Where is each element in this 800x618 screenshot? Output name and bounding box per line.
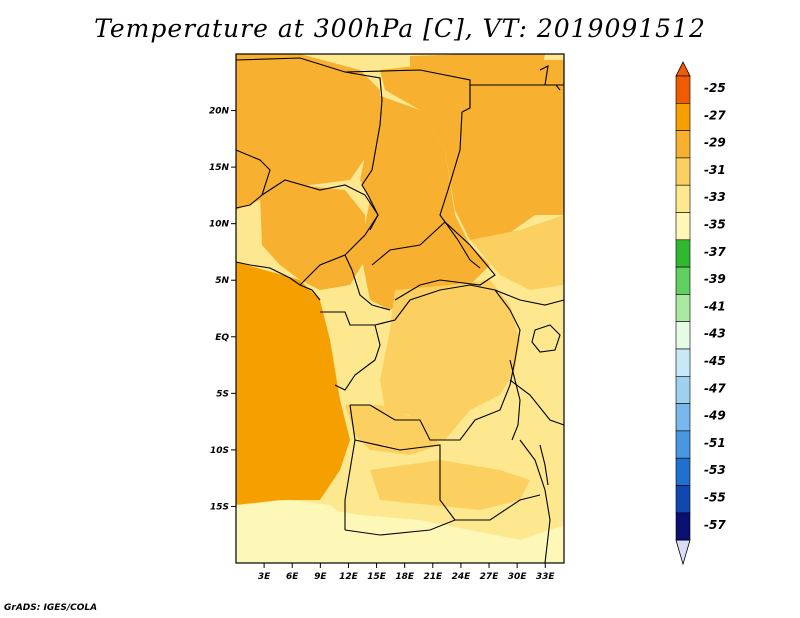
pale-region-east bbox=[470, 215, 564, 290]
colorbar-swatch bbox=[675, 294, 691, 322]
colorbar-label: -53 bbox=[704, 463, 726, 477]
warm-region-central bbox=[360, 95, 490, 310]
colorbar-label: -27 bbox=[704, 108, 726, 122]
colorbar-swatch bbox=[675, 321, 691, 350]
y-tick-label: EQ bbox=[215, 333, 229, 343]
warmest-region-north bbox=[410, 54, 545, 95]
y-tick-label: 15S bbox=[210, 502, 229, 512]
map-panel bbox=[235, 53, 565, 564]
colorbar-swatch bbox=[675, 103, 691, 131]
colorbar-label: -43 bbox=[704, 327, 726, 341]
colorbar-swatch bbox=[675, 184, 691, 213]
border-libya-chad bbox=[344, 69, 471, 113]
x-tick-label: 21E bbox=[423, 572, 443, 582]
colorbar-swatch bbox=[675, 375, 691, 404]
x-tick-label: 24E bbox=[452, 572, 472, 582]
colorbar-label: -51 bbox=[704, 436, 726, 450]
border-egypt-sudan bbox=[469, 84, 564, 108]
warm-region-north-east bbox=[380, 60, 564, 240]
colorbar-label: -31 bbox=[704, 163, 726, 177]
y-tick-label: 10S bbox=[210, 446, 229, 456]
colorbar-swatch bbox=[675, 239, 691, 268]
x-tick-label: 27E bbox=[480, 572, 500, 582]
y-tick-label: 15N bbox=[209, 163, 230, 173]
colorbar-swatch bbox=[675, 157, 691, 186]
border-gabon-congo bbox=[320, 311, 381, 391]
border-nigeria bbox=[261, 179, 379, 286]
colorbar: -25 -27 -29 -31 -33 -35 -37 -39 -41 -43 -45 -47 -49 -… bbox=[675, 61, 726, 566]
colorbar-label: -41 bbox=[704, 299, 726, 313]
mid-region-ocean bbox=[236, 262, 350, 505]
border-tanzania bbox=[509, 379, 565, 426]
colorbar-top-triangle bbox=[675, 61, 691, 77]
colorbar-label: -39 bbox=[704, 272, 726, 286]
x-tick-label: 33E bbox=[536, 572, 556, 582]
warm-region-west bbox=[260, 185, 365, 290]
country-borders bbox=[235, 57, 565, 564]
colorbar-swatch bbox=[675, 266, 691, 295]
colorbar-label: -57 bbox=[704, 518, 726, 532]
y-tick-label: 10N bbox=[209, 220, 230, 230]
colorbar-swatch bbox=[675, 457, 691, 486]
border-chad-sudan bbox=[439, 111, 481, 269]
colorbar-label: -29 bbox=[704, 136, 726, 150]
border-gulf-coast bbox=[235, 261, 321, 301]
colorbar-label: -35 bbox=[704, 218, 726, 232]
x-tick-label: 30E bbox=[508, 572, 528, 582]
border-angola bbox=[344, 404, 356, 530]
colorbar-label: -45 bbox=[704, 354, 726, 368]
y-tick-label: 5N bbox=[215, 276, 229, 286]
colorbar-label: -37 bbox=[704, 245, 726, 259]
colorbar-swatch bbox=[675, 75, 691, 104]
colorbar-label: -49 bbox=[704, 409, 726, 423]
colorbar-swatch bbox=[675, 430, 691, 459]
border-car-south bbox=[371, 221, 496, 301]
warm-region-congo bbox=[380, 280, 520, 440]
colorbar-bottom-triangle bbox=[675, 539, 691, 566]
mid-region-south-west bbox=[236, 500, 350, 545]
border-lake-malawi bbox=[539, 444, 549, 486]
colorbar-swatch bbox=[675, 348, 691, 377]
border-east-africa bbox=[494, 289, 565, 306]
x-tick-label: 6E bbox=[286, 572, 299, 582]
border-cameroon-car bbox=[344, 254, 391, 311]
colorbar-swatch bbox=[675, 403, 691, 432]
border-lake-tanganyika bbox=[509, 359, 521, 441]
x-tick-label: 9E bbox=[314, 572, 327, 582]
colorbar-swatch bbox=[675, 485, 691, 514]
map-title: Temperature at 300hPa [C], VT: 201909151… bbox=[94, 14, 706, 43]
x-tick-label: 15E bbox=[367, 572, 387, 582]
colorbar-label: -33 bbox=[704, 190, 726, 204]
border-drc-west bbox=[350, 284, 521, 441]
colorbar-label: -55 bbox=[704, 491, 726, 505]
colorbar-swatch bbox=[675, 212, 691, 241]
colorbar-label: -47 bbox=[704, 381, 726, 395]
border-mozambique bbox=[519, 439, 551, 564]
y-tick-label: 5S bbox=[216, 389, 229, 399]
border-red-sea bbox=[539, 65, 561, 91]
map-frame bbox=[235, 53, 565, 564]
x-tick-label: 3E bbox=[258, 572, 271, 582]
colorbar-swatch bbox=[675, 512, 691, 541]
pale-region-south bbox=[370, 460, 530, 510]
grads-credit: GrADS: IGES/COLA bbox=[4, 603, 98, 613]
mid-region-north-west bbox=[236, 54, 380, 210]
colorbar-swatch bbox=[675, 130, 691, 159]
y-tick-label: 20N bbox=[209, 107, 230, 117]
x-tick-label: 12E bbox=[339, 572, 359, 582]
x-tick-label: 18E bbox=[395, 572, 415, 582]
x-axis: 3E 6E 9E 12E 15E 18E 21E 24E 27E 30E 33E bbox=[258, 563, 556, 582]
border-zambia-south bbox=[344, 494, 541, 536]
border-angola-zambia bbox=[354, 439, 456, 521]
border-lake-victoria bbox=[531, 324, 561, 353]
border-mali-niger bbox=[235, 149, 271, 209]
y-axis: 20N 15N 10N 5N EQ 5S 10S 15S bbox=[209, 107, 236, 512]
colorbar-label: -25 bbox=[704, 81, 726, 95]
